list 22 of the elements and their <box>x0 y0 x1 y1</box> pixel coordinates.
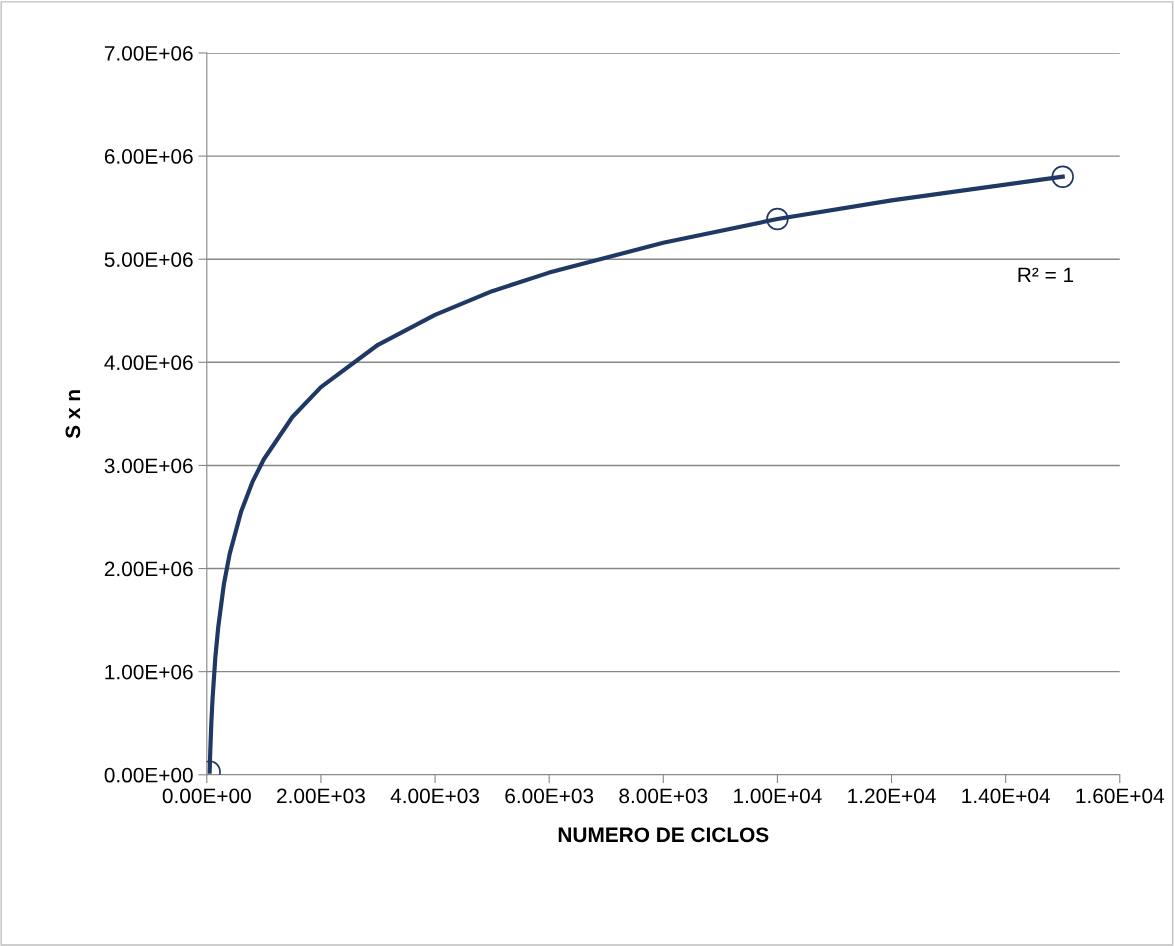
x-tick-label: 8.00E+03 <box>619 788 708 804</box>
y-tick-label: 6.00E+06 <box>104 149 193 164</box>
point <box>766 207 789 231</box>
y-tick-label: 0.00E+00 <box>104 767 193 783</box>
x-axis-title: NUMERO DE CICLOS <box>558 827 769 843</box>
y-tick-label: 5.00E+06 <box>104 252 193 267</box>
y-tick-label: 7.00E+06 <box>104 45 193 61</box>
y-tick-label: 4.00E+06 <box>104 355 193 371</box>
x-tick-label: 2.00E+03 <box>277 788 365 804</box>
x-tick-label: 6.00E+03 <box>505 788 594 804</box>
y-tick-label: 3.00E+06 <box>104 458 193 474</box>
x-tick-label: 1.40E+04 <box>962 788 1050 804</box>
x-tick-label: 1.20E+04 <box>848 788 936 804</box>
y-tick-label: 2.00E+06 <box>104 561 193 577</box>
x-tick-label: 1.60E+04 <box>1076 788 1165 804</box>
x-tick-label: 4.00E+03 <box>390 788 480 804</box>
x-tick-label: 0.00E+00 <box>162 788 251 804</box>
y-tick-label: 1.00E+06 <box>105 664 193 680</box>
point <box>1051 165 1074 188</box>
annotation: R² = 1 <box>1018 267 1074 283</box>
y-axis-title: S x n <box>65 390 81 439</box>
x-tick-label: 1.00E+04 <box>734 788 822 804</box>
